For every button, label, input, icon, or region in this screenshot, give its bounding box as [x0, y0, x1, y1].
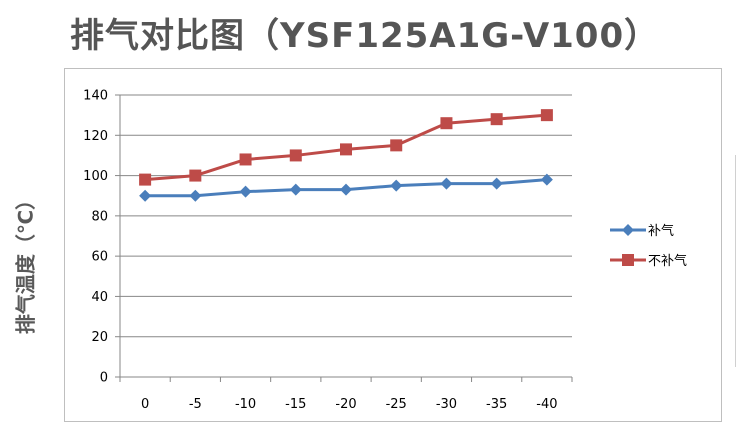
x-tick-label: -10 — [235, 397, 256, 412]
y-tick-label: 140 — [83, 89, 108, 104]
legend-marker-square — [622, 254, 634, 266]
data-point-square — [390, 139, 403, 152]
y-tick-label: 60 — [91, 250, 108, 265]
legend-marker-diamond — [622, 224, 634, 236]
series-group — [139, 109, 553, 202]
data-point-square — [239, 153, 252, 166]
data-point-diamond — [289, 183, 302, 196]
data-point-square — [289, 149, 302, 162]
data-point-diamond — [490, 177, 503, 190]
data-point-square — [189, 169, 202, 182]
data-point-diamond — [239, 185, 252, 198]
y-tick-label: 100 — [83, 169, 108, 184]
data-point-diamond — [440, 177, 453, 190]
y-tick-label: 40 — [91, 290, 108, 305]
axes — [115, 94, 573, 382]
legend-item-2: 不补气 — [610, 253, 687, 269]
grid-lines — [120, 94, 572, 338]
y-tick-labels: 0 20 40 60 80 100 120 140 — [83, 89, 108, 386]
y-tick-label: 20 — [91, 330, 108, 345]
data-point-diamond — [340, 183, 352, 196]
data-point-square — [540, 109, 553, 122]
data-point-square — [490, 113, 503, 126]
x-tick-label: -25 — [386, 397, 407, 412]
data-point-diamond — [189, 189, 202, 202]
x-tick-label: -15 — [285, 397, 306, 412]
data-point-diamond — [540, 173, 553, 186]
page-title: 排气对比图（YSF125A1G-V100） — [70, 16, 660, 56]
right-edge-line — [735, 155, 736, 367]
x-tick-label: -5 — [189, 397, 202, 412]
legend-label: 不补气 — [648, 253, 687, 269]
y-tick-label: 80 — [91, 209, 108, 224]
data-point-square — [340, 143, 352, 156]
x-tick-labels: 0 -5 -10 -15 -20 -25 -30 -35 -40 — [141, 397, 558, 412]
data-point-diamond — [390, 179, 403, 192]
x-tick-label: -40 — [536, 397, 557, 412]
data-point-diamond — [139, 189, 152, 202]
y-tick-label: 0 — [100, 371, 108, 386]
data-point-square — [139, 173, 152, 186]
x-tick-label: 0 — [141, 397, 149, 412]
x-tick-label: -30 — [436, 397, 457, 412]
series-1 — [139, 173, 553, 202]
series-2 — [139, 109, 553, 186]
x-tick-label: -20 — [335, 397, 356, 412]
legend-item-1: 补气 — [610, 223, 674, 239]
data-point-square — [440, 117, 453, 130]
x-tick-label: -35 — [486, 397, 507, 412]
legend-label: 补气 — [648, 223, 674, 239]
y-tick-label: 120 — [83, 129, 108, 144]
chart-frame — [64, 68, 722, 422]
